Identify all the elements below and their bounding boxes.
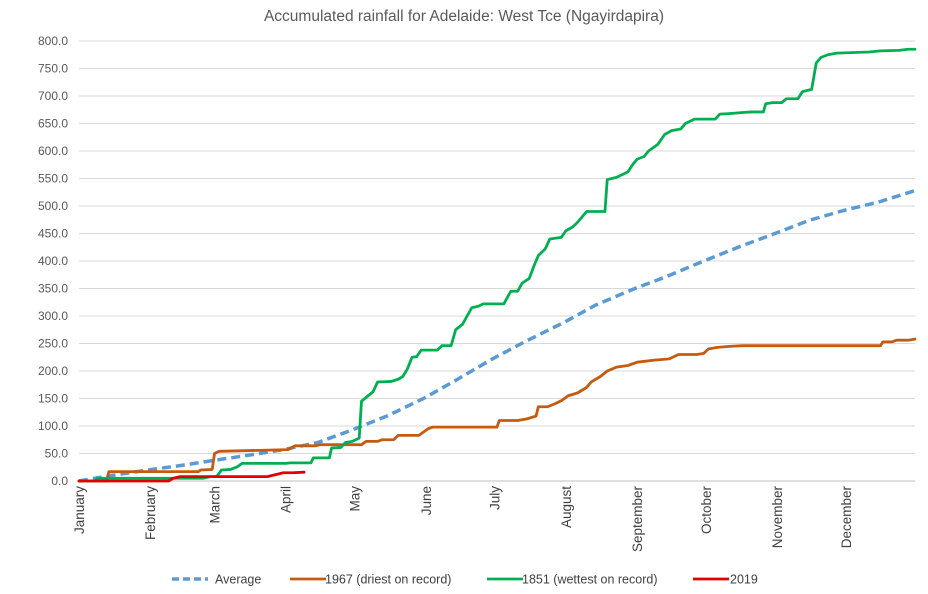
x-tick-label: December [839,486,854,549]
y-tick-label: 350.0 [38,282,68,296]
y-tick-label: 100.0 [38,419,68,433]
axis-layer: 0.0 50.0 100.0 150.0 200.0 250.0 300.0 350.0 400… [38,34,915,552]
y-tick-label: 250.0 [38,337,68,351]
y-tick-label: 300.0 [38,309,68,323]
y-tick-label: 0.0 [51,474,68,488]
series-line-3 [77,470,306,483]
y-tick-label: 50.0 [45,447,69,461]
legend-label: 1851 (wettest on record) [522,573,658,587]
y-tick-label: 650.0 [38,117,68,131]
y-tick-label: 800.0 [38,34,68,48]
x-tick-label: January [72,486,87,534]
y-tick-label: 450.0 [38,227,68,241]
x-tick-label: May [348,486,363,512]
y-tick-label: 500.0 [38,199,68,213]
legend-label: 2019 [730,573,758,587]
y-tick-label: 550.0 [38,172,68,186]
grid-layer [79,40,915,454]
x-tick-label: July [488,486,503,510]
legend-label: 1967 (driest on record) [325,573,451,587]
legend-label: Average [215,573,261,587]
y-tick-label: 200.0 [38,364,68,378]
x-tick-label: June [419,486,434,515]
y-tick-label: 400.0 [38,254,68,268]
y-tick-label: 750.0 [38,62,68,76]
chart-title: Accumulated rainfall for Adelaide: West … [263,8,665,25]
x-tick-label: September [630,486,645,553]
series-line-0 [78,188,916,483]
series-line-1 [77,337,917,483]
y-tick-label: 700.0 [38,89,68,103]
series-line-2 [77,47,917,483]
x-tick-label: February [143,486,158,540]
x-tick-label: October [699,486,714,535]
legend: Average 1967 (driest on record) 1851 (wett… [172,573,758,587]
y-tick-label: 150.0 [38,392,68,406]
series-layer [77,47,917,483]
y-tick-label: 600.0 [38,144,68,158]
x-tick-label: April [279,486,294,513]
x-tick-label: November [770,486,785,549]
x-tick-label: March [208,486,223,524]
x-tick-label: August [559,486,574,528]
